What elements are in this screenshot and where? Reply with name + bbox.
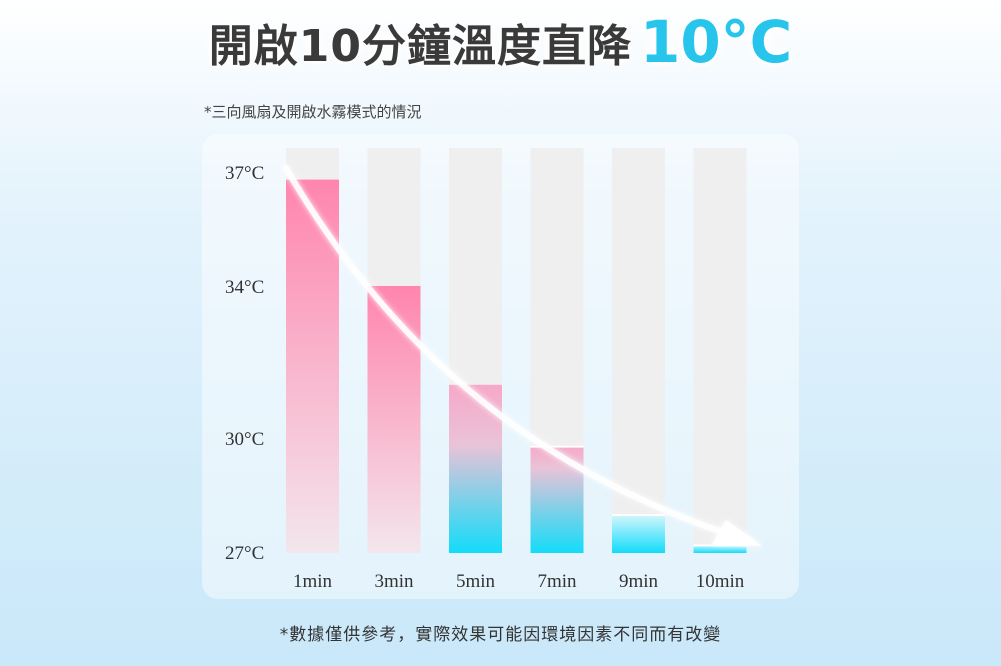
chart-subnote: *三向風扇及開啟水霧模式的情況	[204, 103, 422, 121]
x-tick-label: 1min	[293, 571, 333, 592]
y-tick-label: 34°C	[225, 277, 264, 298]
y-tick-label: 37°C	[225, 163, 264, 184]
bar-3min	[367, 286, 421, 553]
bar-10min	[693, 544, 747, 553]
x-tick-label: 5min	[456, 571, 496, 592]
y-tick-label: 27°C	[225, 543, 264, 564]
bar-top-rim	[530, 445, 584, 448]
trend-arrow-head	[712, 520, 762, 546]
title: 開啟10分鐘溫度直降 10°C	[0, 8, 1001, 76]
x-tick-label: 9min	[619, 571, 659, 592]
bar-top-rim	[612, 514, 665, 516]
x-tick-label: 3min	[374, 571, 414, 592]
bar-9min	[612, 514, 665, 553]
bar-track	[693, 148, 747, 553]
y-tick-label: 30°C	[225, 429, 264, 450]
x-tick-label: 10min	[696, 571, 745, 592]
x-tick-label: 7min	[537, 571, 577, 592]
bar-top-rim	[693, 544, 747, 547]
title-accent: 10°C	[639, 8, 793, 76]
trend-arrow-line	[283, 165, 753, 544]
bar-track	[612, 148, 665, 553]
footnote: *數據僅供參考，實際效果可能因環境因素不同而有改變	[279, 625, 722, 645]
title-main: 開啟10分鐘溫度直降	[208, 21, 632, 72]
bar-7min	[530, 445, 584, 553]
